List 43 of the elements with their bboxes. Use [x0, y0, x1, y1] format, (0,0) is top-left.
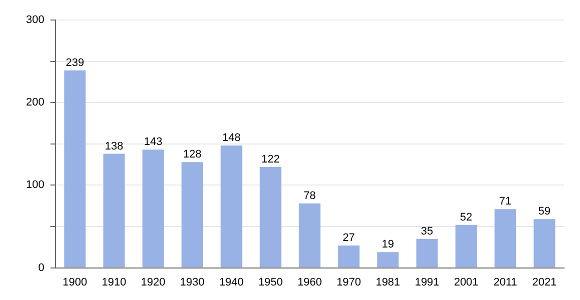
bar — [298, 203, 320, 268]
x-tick-label: 1970 — [336, 276, 362, 288]
x-tick-label: 1920 — [140, 276, 166, 288]
bar — [377, 252, 399, 268]
bar — [103, 154, 125, 268]
bar — [64, 70, 86, 268]
x-tick-label: 1930 — [180, 276, 205, 288]
data-label: 59 — [538, 206, 551, 218]
y-tick-label: 0 — [38, 262, 44, 274]
data-label: 27 — [342, 232, 355, 244]
y-tick-label: 100 — [26, 179, 44, 192]
bar — [455, 224, 477, 268]
bar — [494, 209, 516, 268]
x-tick-label: 1991 — [414, 276, 440, 288]
bar — [534, 219, 556, 268]
y-tick-label: 300 — [26, 14, 44, 26]
bar — [416, 238, 438, 268]
x-tick-label: 2021 — [532, 276, 557, 288]
data-label: 128 — [183, 148, 202, 161]
x-tick-label: 2001 — [454, 276, 478, 288]
x-tick-label: 1960 — [297, 276, 322, 288]
data-label: 19 — [382, 238, 394, 251]
data-label: 148 — [222, 132, 241, 144]
bar — [142, 150, 164, 268]
data-label: 143 — [144, 136, 162, 148]
x-tick-label: 1940 — [219, 276, 244, 288]
x-tick-label: 2011 — [493, 276, 518, 288]
x-tick-label: 1981 — [376, 276, 400, 288]
bar — [182, 162, 204, 268]
data-label: 138 — [104, 140, 124, 152]
x-tick-label: 1950 — [258, 276, 283, 288]
bar — [260, 167, 282, 268]
data-label: 78 — [304, 190, 316, 202]
data-label: 239 — [66, 56, 84, 69]
x-tick-label: 1910 — [102, 276, 126, 288]
data-label: 35 — [420, 225, 434, 238]
data-label: 122 — [261, 154, 280, 166]
bar — [220, 146, 242, 268]
data-label: 52 — [460, 211, 472, 224]
x-tick-label: 1900 — [62, 276, 88, 288]
y-tick-label: 200 — [26, 96, 44, 109]
data-label: 71 — [499, 196, 512, 208]
bar — [338, 246, 360, 268]
